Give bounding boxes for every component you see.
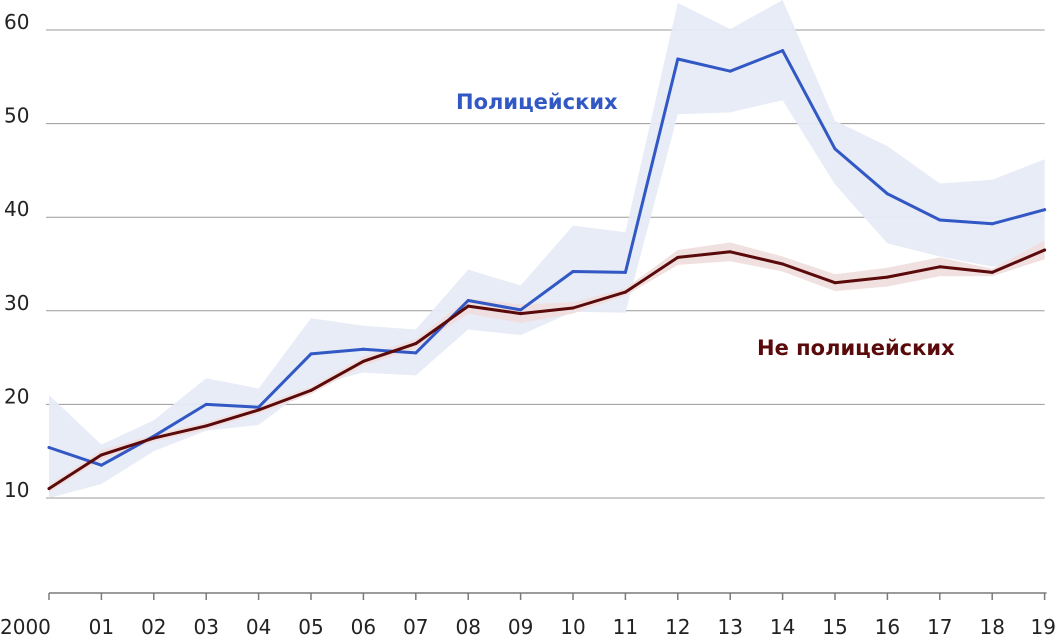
x-tick-label: 2000 bbox=[0, 615, 51, 639]
x-axis-tick-labels: 2000 01 02 03 04 05 06 07 08 09 10 11 12 13 14 15 16 17 18… bbox=[0, 615, 1056, 639]
non_police-data-point bbox=[414, 342, 418, 346]
confidence-bands bbox=[49, 0, 1045, 498]
police-data-point bbox=[781, 49, 785, 53]
x-tick-label: 16 bbox=[875, 615, 900, 639]
x-tick-label: 04 bbox=[246, 615, 271, 639]
x-tick-label: 01 bbox=[89, 615, 114, 639]
non_police-data-point bbox=[938, 265, 942, 269]
non_police-series-label: Не полицейских bbox=[757, 336, 955, 360]
x-axis bbox=[48, 592, 1047, 600]
x-tick-label: 02 bbox=[141, 615, 166, 639]
non_police-data-point bbox=[257, 408, 261, 412]
y-tick-label: 40 bbox=[4, 197, 29, 221]
x-tick-label: 14 bbox=[770, 615, 795, 639]
x-tick-label: 15 bbox=[822, 615, 847, 639]
police-data-point bbox=[466, 299, 470, 303]
police-data-point bbox=[257, 405, 261, 409]
x-tick-label: 19 bbox=[1031, 615, 1056, 639]
x-tick-label: 18 bbox=[979, 615, 1004, 639]
police-data-point bbox=[204, 402, 208, 406]
police-data-point bbox=[990, 222, 994, 226]
x-tick-label: 13 bbox=[717, 615, 742, 639]
police-confidence-band bbox=[49, 0, 1045, 498]
x-tick-label: 06 bbox=[351, 615, 376, 639]
non_police-data-point bbox=[623, 290, 627, 294]
x-tick-label: 12 bbox=[665, 615, 690, 639]
police-data-point bbox=[1043, 208, 1047, 212]
non_police-data-point bbox=[728, 250, 732, 254]
x-tick-label: 07 bbox=[403, 615, 428, 639]
police-data-point bbox=[47, 445, 51, 449]
x-tick-label: 05 bbox=[298, 615, 323, 639]
y-axis-tick-labels: 10 20 30 40 50 60 bbox=[4, 10, 29, 502]
x-tick-label: 17 bbox=[927, 615, 952, 639]
y-tick-label: 10 bbox=[4, 478, 29, 502]
police-data-point bbox=[833, 147, 837, 151]
police-series-label: Полицейских bbox=[456, 90, 618, 114]
non_police-confidence-band bbox=[49, 240, 1045, 493]
y-tick-label: 20 bbox=[4, 384, 29, 408]
police-data-point bbox=[571, 269, 575, 273]
police-data-point bbox=[676, 57, 680, 61]
non_police-series-line bbox=[47, 248, 1047, 491]
non_police-data-point bbox=[885, 275, 889, 279]
police-data-point bbox=[938, 218, 942, 222]
police-series-line bbox=[47, 49, 1047, 467]
police-data-point bbox=[623, 270, 627, 274]
police-data-point bbox=[885, 192, 889, 196]
y-tick-label: 30 bbox=[4, 291, 29, 315]
non_police-data-point bbox=[676, 255, 680, 259]
non_police-data-point bbox=[833, 281, 837, 285]
x-tick-label: 03 bbox=[193, 615, 218, 639]
police-data-point bbox=[361, 347, 365, 351]
non_police-data-point bbox=[571, 306, 575, 310]
series-labels: Полицейских Не полицейских bbox=[456, 90, 955, 360]
x-tick-label: 10 bbox=[560, 615, 585, 639]
non_police-data-point bbox=[466, 304, 470, 308]
non_police-data-point bbox=[990, 270, 994, 274]
non_police-data-point bbox=[361, 359, 365, 363]
non_police-data-point bbox=[99, 453, 103, 457]
non_police-data-point bbox=[47, 487, 51, 491]
police-data-point bbox=[414, 351, 418, 355]
police-data-point bbox=[309, 352, 313, 356]
non_police-data-point bbox=[1043, 248, 1047, 252]
non_police-data-point bbox=[781, 262, 785, 266]
non_police-data-point bbox=[152, 436, 156, 440]
y-tick-label: 60 bbox=[4, 10, 29, 34]
x-tick-label: 09 bbox=[508, 615, 533, 639]
police-data-point bbox=[519, 308, 523, 312]
police-data-point bbox=[728, 69, 732, 73]
non_police-data-point bbox=[519, 312, 523, 316]
non_police-data-point bbox=[309, 388, 313, 392]
series-lines bbox=[47, 49, 1047, 491]
police-data-point bbox=[99, 463, 103, 467]
non_police-data-point bbox=[204, 424, 208, 428]
x-tick-label: 08 bbox=[455, 615, 480, 639]
y-tick-label: 50 bbox=[4, 104, 29, 128]
x-tick-label: 11 bbox=[613, 615, 638, 639]
